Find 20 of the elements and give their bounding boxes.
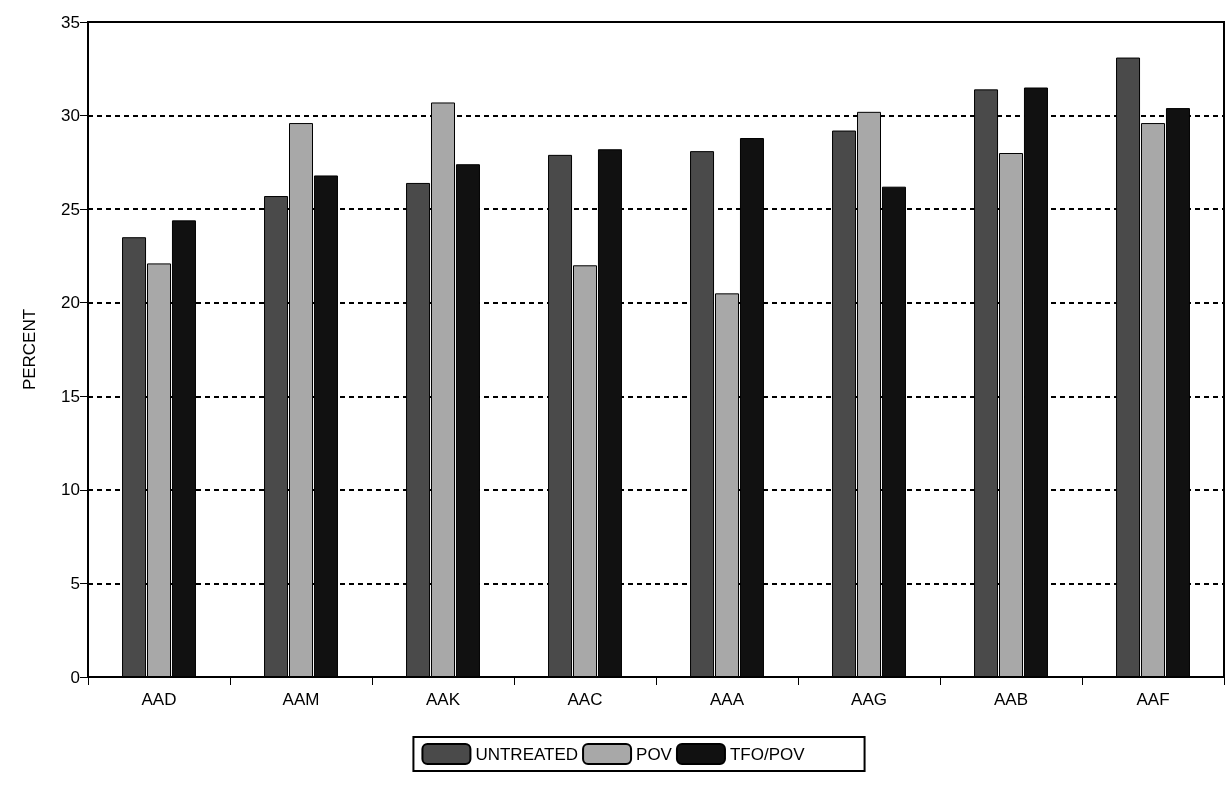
- y-tick-label: 0: [70, 667, 80, 687]
- legend-label: TFO/POV: [729, 744, 806, 764]
- y-tick-label: 10: [61, 480, 80, 500]
- x-tick-label: AAC: [567, 690, 603, 709]
- x-tick-label: AAD: [141, 690, 177, 709]
- x-tick-label: AAA: [709, 690, 745, 709]
- x-tick-label: AAF: [1136, 690, 1170, 709]
- legend-label: UNTREATED: [475, 744, 579, 764]
- y-tick-label: 15: [61, 386, 80, 406]
- legend-label: POV: [636, 744, 673, 764]
- x-tick-label: AAM: [282, 690, 320, 709]
- y-tick-label: 30: [61, 106, 80, 126]
- y-tick-label: 25: [61, 199, 80, 219]
- y-axis-title: PERCENT: [20, 308, 39, 391]
- x-tick-label: AAB: [993, 690, 1029, 709]
- y-tick-label: 20: [61, 293, 80, 313]
- x-tick-label: AAK: [425, 690, 461, 709]
- x-tick-label: AAG: [851, 690, 887, 709]
- y-tick-label: 35: [61, 12, 80, 32]
- y-tick-label: 5: [70, 573, 80, 593]
